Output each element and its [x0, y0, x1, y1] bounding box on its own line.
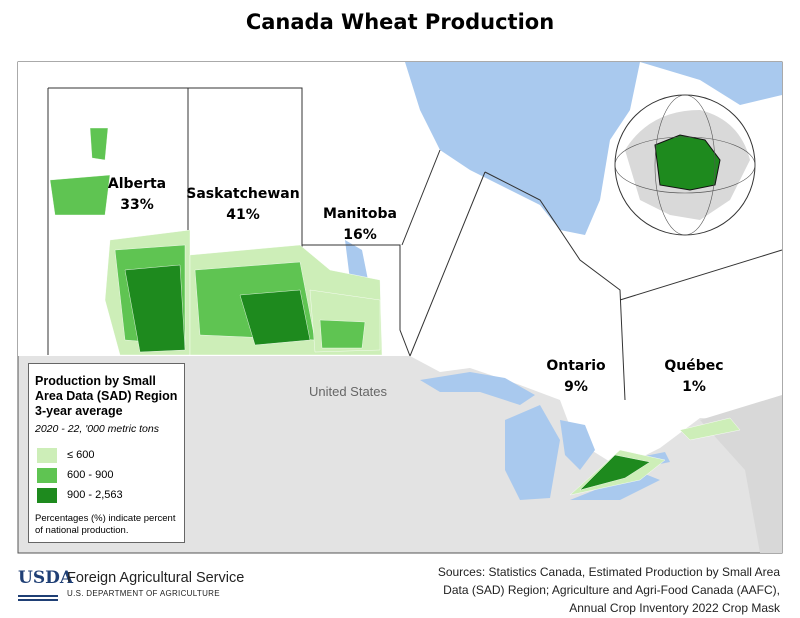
crop-area — [239, 289, 311, 346]
crop-area — [679, 417, 741, 441]
globe-inset — [614, 94, 756, 236]
region-share: 1% — [682, 379, 706, 395]
region-share: 9% — [564, 379, 588, 395]
sources: Sources: Statistics Canada, Estimated Pr… — [437, 565, 780, 615]
legend-swatch — [37, 487, 57, 503]
crop-area — [89, 127, 109, 161]
legend-label: ≤ 600 — [67, 449, 95, 461]
region-name: Saskatchewan — [186, 186, 299, 202]
legend-title: Production by Small — [35, 374, 156, 388]
legend-note: Percentages (%) indicate percent of nati… — [35, 513, 176, 536]
map-title: Canada Wheat Production — [246, 10, 554, 34]
agency: Foreign Agricultural Service — [67, 570, 245, 586]
legend-item: 600 - 900 — [35, 465, 178, 485]
region-share: 41% — [226, 207, 260, 223]
country-label: United States — [309, 384, 388, 399]
legend-swatch — [37, 447, 57, 463]
legend-swatch — [37, 467, 57, 483]
legend-item: ≤ 600 — [35, 445, 178, 465]
crop-area — [124, 264, 186, 353]
region-name: Québec — [664, 358, 723, 374]
region-share: 33% — [120, 197, 154, 213]
logo-bars — [18, 595, 58, 601]
department: U.S. DEPARTMENT OF AGRICULTURE — [67, 589, 220, 598]
legend-item: 900 - 2,563 — [35, 485, 178, 505]
legend-title: 3-year average — [35, 404, 123, 418]
logo: USDA — [18, 568, 74, 588]
region-name: Ontario — [546, 358, 606, 374]
crop-area — [319, 319, 366, 349]
region-share: 16% — [343, 227, 377, 243]
legend-label: 600 - 900 — [67, 469, 114, 481]
legend-title: Area Data (SAD) Region — [35, 389, 178, 403]
crop-areas — [49, 127, 741, 496]
legend-label: 900 - 2,563 — [67, 489, 123, 501]
region-name: Manitoba — [323, 206, 397, 222]
legend: Production by Small Area Data (SAD) Regio… — [28, 363, 185, 543]
crop-area — [49, 174, 111, 216]
region-name: Alberta — [108, 176, 166, 192]
legend-subtitle: 2020 - 22, '000 metric tons — [35, 423, 159, 435]
crop-area — [579, 454, 651, 491]
